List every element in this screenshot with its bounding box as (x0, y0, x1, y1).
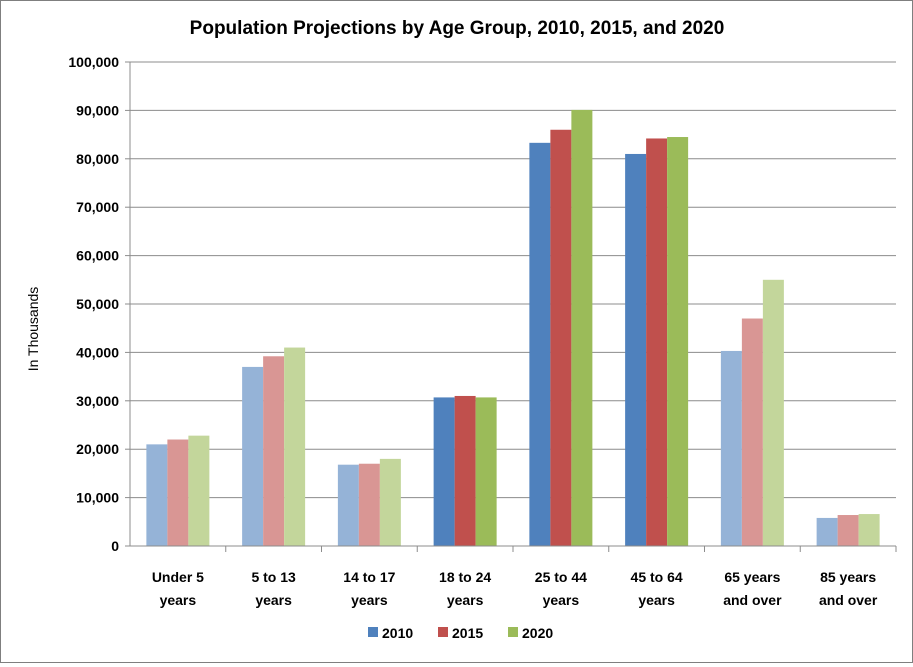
axes (125, 61, 897, 552)
bars (146, 109, 880, 547)
y-tick-label: 40,000 (76, 344, 119, 360)
bar-2010-6 (720, 350, 742, 546)
y-tick-label: 80,000 (76, 151, 119, 167)
legend: 2010 2015 2020 (368, 625, 553, 641)
bar-2015-6 (741, 318, 763, 546)
bar-2010-2 (337, 464, 359, 546)
bar-2015-4 (550, 129, 572, 546)
y-tick-label: 100,000 (68, 54, 119, 70)
bar-2015-3 (454, 395, 476, 546)
x-tick-label: 14 to 17 years (343, 569, 395, 608)
x-tick-label: 18 to 24 years (439, 569, 491, 608)
y-tick-label: 10,000 (76, 490, 119, 506)
y-tick-label: 90,000 (76, 102, 119, 118)
bar-2010-7 (816, 517, 838, 546)
x-tick-label: Under 5 years (152, 569, 204, 608)
x-tick-labels: Under 5 years 5 to 13 years 14 to 17 years 18 … (152, 569, 878, 608)
bar-2015-0 (167, 439, 189, 546)
bar-2010-4 (529, 142, 551, 546)
y-tick-labels: 0 10,000 20,000 30,000 40,000 50,000 60,000 70,… (68, 54, 119, 554)
bar-2020-5 (667, 137, 689, 546)
bar-2020-3 (475, 397, 497, 546)
x-tick-label: 45 to 64 years (631, 569, 683, 608)
x-tick-label: 85 years and over (819, 569, 878, 608)
x-tick-label: 65 years and over (723, 569, 782, 608)
y-tick-label: 70,000 (76, 199, 119, 215)
bar-2020-6 (762, 279, 784, 546)
x-tick-label: 5 to 13 years (251, 569, 296, 608)
chart-title: Population Projections by Age Group, 201… (190, 18, 725, 39)
legend-label-2010: 2010 (382, 625, 413, 641)
bar-2020-0 (188, 435, 210, 546)
x-tick-label: 25 to 44 years (535, 569, 587, 608)
y-axis-label: In Thousands (25, 287, 41, 372)
bar-2010-3 (433, 397, 455, 546)
y-tick-label: 50,000 (76, 296, 119, 312)
legend-swatch-2015 (438, 627, 448, 637)
y-tick-label: 20,000 (76, 441, 119, 457)
bar-2020-4 (571, 109, 593, 546)
bar-2015-7 (837, 515, 859, 546)
bar-2015-2 (358, 463, 380, 546)
legend-label-2015: 2015 (452, 625, 483, 641)
bar-2020-2 (379, 458, 401, 546)
y-tick-label: 0 (111, 538, 119, 554)
bar-2010-1 (242, 366, 264, 546)
bar-2015-1 (263, 356, 285, 546)
legend-swatch-2010 (368, 627, 378, 637)
bar-2015-5 (646, 138, 668, 547)
bar-2010-0 (146, 444, 168, 546)
y-tick-label: 30,000 (76, 393, 119, 409)
bar-2010-5 (625, 153, 647, 546)
legend-label-2020: 2020 (522, 625, 553, 641)
legend-swatch-2020 (508, 627, 518, 637)
bar-2020-7 (858, 514, 880, 546)
bar-2020-1 (284, 347, 306, 546)
y-tick-label: 60,000 (76, 248, 119, 264)
